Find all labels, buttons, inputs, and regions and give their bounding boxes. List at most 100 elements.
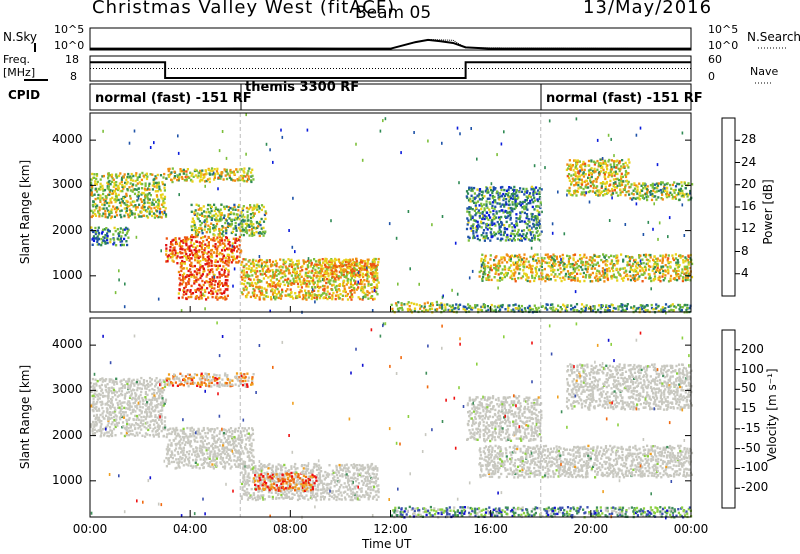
data-cell [407, 301, 410, 304]
data-cell [344, 289, 347, 292]
data-cell [651, 269, 654, 272]
data-cell [177, 270, 180, 274]
data-cell [540, 188, 543, 191]
data-cell [183, 261, 186, 264]
data-cell [672, 258, 676, 262]
data-cell [107, 185, 110, 188]
data-cell [233, 203, 236, 207]
data-cell [617, 308, 620, 311]
data-cell [205, 172, 208, 175]
data-cell [639, 259, 642, 263]
data-cell [510, 232, 513, 235]
data-cell [586, 270, 589, 274]
data-cell [244, 274, 247, 277]
data-cell [293, 280, 296, 284]
data-cell [580, 164, 583, 167]
data-cell [180, 264, 183, 267]
data-cell [530, 239, 533, 242]
data-cell [213, 229, 216, 232]
data-cell [111, 434, 114, 438]
data-cell [613, 264, 616, 267]
data-cell [596, 159, 599, 163]
data-cell [361, 158, 364, 162]
data-cell [513, 189, 515, 193]
data-cell [313, 272, 316, 275]
data-cell [650, 306, 654, 310]
data-cell [243, 215, 246, 219]
data-cell [468, 207, 471, 210]
data-cell [574, 290, 577, 294]
data-cell [592, 258, 595, 262]
data-cell [625, 190, 628, 194]
data-cell [159, 189, 162, 192]
data-cell [582, 255, 585, 259]
data-cell [503, 194, 506, 198]
data-cell [138, 380, 141, 383]
data-cell [535, 270, 538, 273]
data-cell [571, 264, 574, 267]
data-cell [92, 200, 95, 204]
data-cell [558, 263, 561, 267]
data-cell [610, 159, 613, 162]
data-cell [126, 227, 129, 230]
data-cell [493, 234, 496, 237]
data-cell [134, 392, 137, 395]
data-cell [218, 209, 221, 213]
data-cell [141, 182, 144, 186]
data-cell [584, 310, 587, 313]
data-cell [158, 199, 161, 202]
data-cell [203, 269, 206, 272]
data-cell [145, 387, 148, 390]
data-cell [574, 189, 577, 193]
data-cell [675, 269, 678, 273]
data-cell [240, 263, 243, 266]
data-cell [678, 303, 682, 307]
data-cell [192, 274, 196, 277]
data-cell [181, 251, 184, 255]
data-cell [651, 192, 654, 196]
data-cell [507, 306, 510, 309]
data-cell [595, 193, 598, 196]
data-cell [103, 201, 106, 204]
data-cell [104, 384, 107, 387]
data-cell [288, 269, 291, 272]
data-cell [91, 432, 95, 436]
data-cell [193, 228, 196, 232]
data-cell [676, 182, 679, 186]
data-cell [465, 195, 468, 198]
data-cell [681, 192, 684, 195]
data-cell [625, 273, 629, 276]
data-cell [210, 292, 213, 296]
data-cell [118, 201, 122, 204]
data-cell [103, 228, 106, 231]
data-cell [679, 254, 682, 257]
data-cell [115, 214, 119, 217]
data-cell [263, 272, 266, 275]
data-cell [199, 224, 202, 227]
data-cell [292, 277, 295, 280]
data-cell [483, 306, 486, 309]
data-cell [97, 210, 100, 213]
data-cell [284, 289, 288, 293]
data-cell [608, 158, 611, 162]
data-cell [521, 206, 524, 209]
data-cell [528, 304, 531, 308]
data-cell [273, 295, 275, 299]
data-cell [145, 427, 148, 430]
data-cell [185, 290, 188, 293]
data-cell [131, 200, 134, 203]
data-cell [245, 231, 249, 235]
data-cell [540, 210, 543, 214]
data-cell [347, 259, 350, 262]
data-cell [366, 272, 369, 276]
data-cell [94, 378, 97, 381]
data-cell [567, 262, 570, 265]
data-cell [307, 293, 310, 297]
data-cell [94, 214, 98, 217]
data-cell [502, 197, 506, 200]
data-cell [173, 246, 176, 249]
data-cell [96, 235, 99, 238]
data-cell [122, 411, 125, 414]
data-cell [538, 213, 541, 216]
data-cell [486, 206, 489, 209]
